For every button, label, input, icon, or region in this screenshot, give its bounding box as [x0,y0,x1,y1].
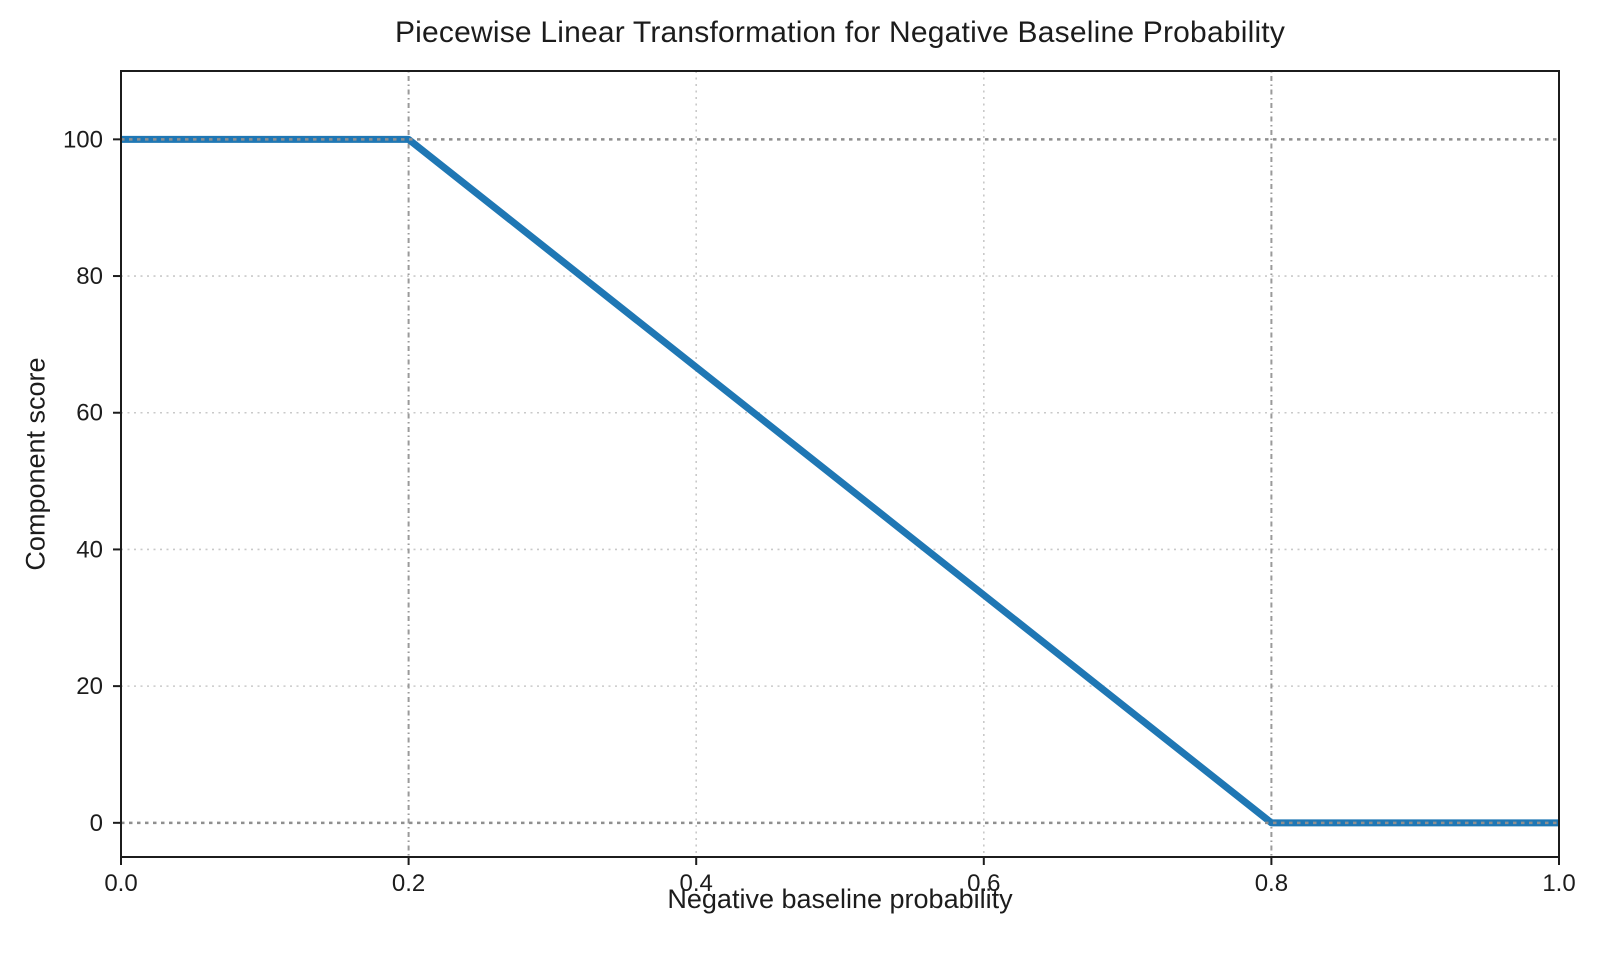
y-tick-label-80: 80 [76,263,103,290]
chart-title: Piecewise Linear Transformation for Nega… [394,16,1286,49]
y-axis-label: Component score [20,357,51,571]
y-tick-label-60: 60 [76,400,103,427]
x-tick-label-0.6: 0.6 [967,870,1000,897]
x-tick-label-0.2: 0.2 [392,870,425,897]
y-tick-label-20: 20 [76,673,103,700]
series-line-piecewise-linear-transform [121,135,1559,827]
x-tick-label-1: 1.0 [1542,870,1575,897]
y-tick-label-100: 100 [63,126,103,153]
x-axis-label: Negative baseline probability [667,884,1013,914]
y-tick-label-40: 40 [76,536,103,563]
x-tick-label-0.8: 0.8 [1255,870,1288,897]
x-tick-label-0.4: 0.4 [680,870,713,897]
axes-spines [120,70,1560,858]
x-tick-label-0: 0.0 [104,870,137,897]
y-tick-label-0: 0 [90,810,103,837]
